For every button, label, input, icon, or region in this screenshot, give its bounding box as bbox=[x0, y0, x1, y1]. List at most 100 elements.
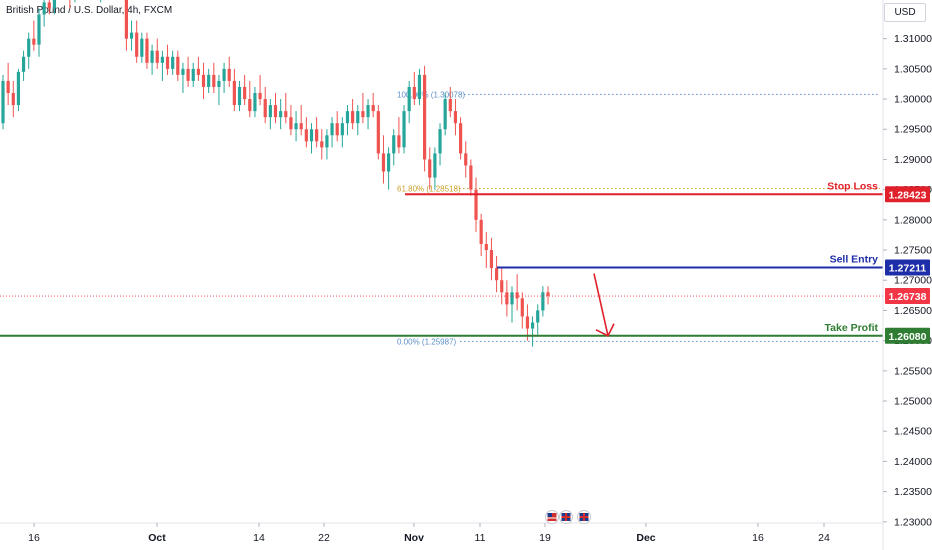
candle-body bbox=[376, 111, 380, 154]
candle-body bbox=[150, 50, 154, 63]
candle bbox=[335, 111, 339, 142]
candle bbox=[315, 117, 319, 148]
level-label: Sell Entry bbox=[830, 253, 879, 265]
candle-body bbox=[325, 135, 329, 148]
fib-level-label: 0.00% (1.25987) bbox=[397, 337, 456, 346]
candle-body bbox=[387, 153, 391, 172]
candle-body bbox=[309, 129, 314, 142]
candle bbox=[263, 86, 267, 124]
x-tick-label: 16 bbox=[752, 532, 764, 544]
candle-body bbox=[500, 280, 504, 293]
uk-flag-icon[interactable] bbox=[577, 510, 591, 524]
candle bbox=[6, 62, 10, 106]
candle bbox=[361, 93, 365, 124]
us-flag-icon[interactable] bbox=[545, 510, 559, 524]
candle bbox=[376, 105, 380, 160]
x-tick-label: 24 bbox=[818, 532, 830, 544]
candle bbox=[21, 50, 26, 81]
candle-body bbox=[227, 68, 231, 81]
candle bbox=[140, 32, 144, 63]
candle-body bbox=[124, 0, 128, 39]
candle-body bbox=[335, 123, 339, 136]
candle bbox=[464, 141, 468, 178]
candle-body bbox=[232, 80, 236, 106]
candle bbox=[345, 105, 350, 136]
candle bbox=[253, 86, 257, 118]
trade-levels[interactable]: Stop Loss Sell Entry Take Profit bbox=[0, 180, 883, 337]
y-tick-label: 1.27000 bbox=[894, 275, 932, 287]
candle-body bbox=[32, 38, 36, 45]
candle-body bbox=[1, 80, 5, 124]
arrow-shaft bbox=[593, 273, 609, 336]
x-tick-label: 11 bbox=[475, 532, 486, 544]
candle-body bbox=[484, 243, 488, 251]
candle-body bbox=[289, 117, 293, 130]
candle bbox=[176, 50, 180, 81]
candle-body bbox=[186, 68, 190, 81]
candle bbox=[42, 0, 46, 27]
candle-body bbox=[273, 105, 278, 118]
candle bbox=[530, 316, 535, 347]
candle-body bbox=[47, 2, 51, 9]
candle bbox=[47, 0, 51, 15]
candle bbox=[443, 93, 447, 136]
fibonacci-retracement[interactable]: 100.00% (1.30078) 61.80% (1.28518) 0.00% (… bbox=[397, 90, 880, 346]
arrow-head bbox=[595, 323, 615, 337]
candle-body bbox=[279, 111, 283, 118]
y-tick-label: 1.25500 bbox=[894, 365, 932, 377]
uk-flag-icon[interactable] bbox=[559, 510, 573, 524]
time-axis[interactable]: 16 Oct 14 22 Nov 11 19 Dec 16 24 bbox=[28, 523, 830, 544]
candle-body bbox=[469, 165, 473, 190]
candle bbox=[11, 80, 15, 118]
candle-body bbox=[417, 74, 422, 100]
candle-body bbox=[489, 250, 494, 269]
candle bbox=[469, 159, 473, 196]
economic-events[interactable] bbox=[545, 510, 591, 524]
candle bbox=[546, 286, 550, 305]
candle bbox=[304, 117, 308, 148]
price-axis[interactable]: 1.310001.305001.300001.295001.290001.285… bbox=[883, 33, 932, 528]
candle bbox=[541, 286, 545, 317]
x-tick-label: 16 bbox=[28, 532, 40, 544]
candle bbox=[100, 0, 102, 3]
candle bbox=[1, 74, 5, 130]
candle bbox=[16, 68, 21, 112]
currency-selector[interactable]: USD bbox=[884, 3, 926, 22]
candle bbox=[330, 117, 334, 148]
candle-body bbox=[52, 0, 57, 9]
candle-body bbox=[165, 56, 170, 69]
candle bbox=[448, 86, 452, 118]
candle-body bbox=[171, 56, 175, 69]
candle bbox=[392, 129, 396, 166]
candle bbox=[474, 177, 478, 232]
candle-body bbox=[525, 316, 530, 329]
candle bbox=[279, 99, 283, 130]
candle bbox=[129, 20, 134, 51]
candle-body bbox=[340, 123, 344, 136]
candle-body bbox=[248, 99, 252, 112]
y-tick-label: 1.24000 bbox=[894, 456, 932, 468]
candle bbox=[520, 292, 524, 329]
candle bbox=[37, 8, 41, 57]
candle bbox=[423, 65, 427, 172]
candle-body bbox=[412, 86, 416, 100]
candle-body bbox=[515, 292, 519, 299]
candle-body bbox=[520, 298, 524, 317]
candle bbox=[284, 93, 288, 124]
candle bbox=[484, 231, 488, 269]
y-tick-label: 1.23500 bbox=[894, 486, 932, 498]
candle bbox=[273, 93, 278, 124]
candle bbox=[428, 147, 432, 190]
candle-body bbox=[479, 219, 483, 244]
candle bbox=[525, 304, 530, 341]
candle-body bbox=[21, 56, 26, 72]
candle bbox=[402, 105, 406, 154]
candle-body bbox=[433, 153, 437, 178]
x-tick-label: Nov bbox=[404, 532, 424, 544]
candle-body bbox=[494, 268, 499, 281]
candle bbox=[191, 62, 195, 87]
candle bbox=[207, 68, 211, 94]
candle-body bbox=[135, 32, 139, 57]
candle-body bbox=[42, 2, 46, 15]
